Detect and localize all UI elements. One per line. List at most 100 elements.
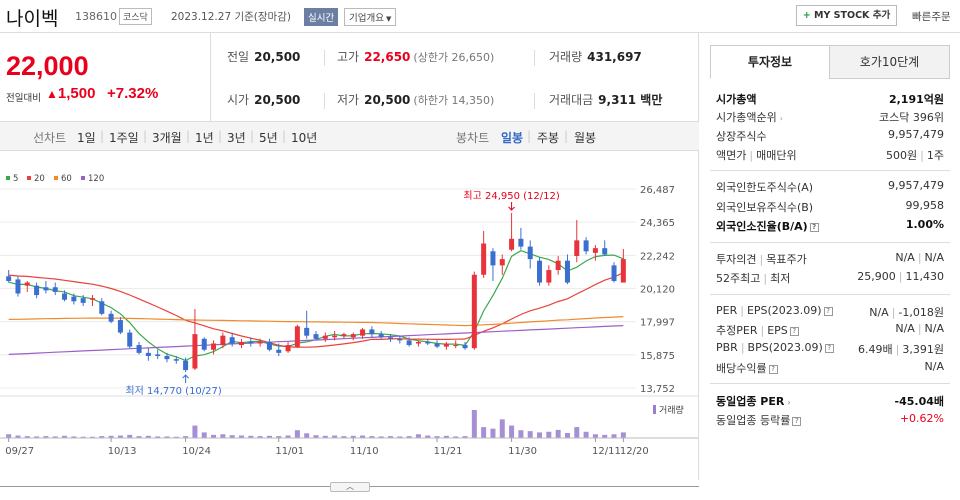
candle-body: [481, 243, 487, 275]
stat-label: 거래량: [549, 50, 583, 64]
divider: |: [759, 253, 764, 266]
candle-body: [266, 341, 272, 350]
candle-body: [509, 238, 515, 250]
candle-body: [350, 334, 356, 338]
y-tick-label: 20,120: [640, 285, 675, 296]
candle-body: [518, 238, 524, 247]
candle-body: [6, 276, 12, 281]
candle-body: [117, 320, 123, 333]
candle-body: [313, 334, 319, 339]
stat-label: 시가: [227, 93, 250, 107]
candle-body: [211, 343, 217, 350]
volume-bar: [602, 434, 608, 438]
x-tick-label: 12/20: [620, 446, 649, 457]
help-icon[interactable]: ?: [824, 344, 834, 353]
section-divider: [710, 170, 950, 171]
help-icon[interactable]: ?: [789, 327, 799, 336]
divider: |: [920, 149, 924, 162]
x-tick-label: 11/30: [508, 446, 537, 457]
value: 2,191억원: [888, 93, 944, 106]
tab-weekly[interactable]: 주봉: [537, 131, 560, 145]
row-market-cap: 시가총액 2,191억원: [716, 90, 944, 108]
x-tick-label: 09/27: [5, 446, 34, 457]
stat-high: 고가 22,650 (상한가 26,650): [337, 48, 494, 65]
tab-10y[interactable]: 10년: [291, 131, 318, 145]
section-divider: [710, 242, 950, 243]
low-annotation: 최저 14,770 (10/27): [125, 385, 221, 397]
volume-bar: [192, 425, 198, 438]
volume-bar: [425, 435, 431, 438]
row-pbr: PBR | BPS(2023.09)? 6.49배 | 3,391원: [716, 340, 944, 358]
tab-separator: |: [282, 129, 287, 143]
label: 동일업종 등락률?: [716, 412, 802, 428]
tab-3m[interactable]: 3개월: [152, 131, 182, 145]
label: 액면가 | 매매단위: [716, 147, 797, 163]
help-icon[interactable]: ?: [809, 223, 819, 232]
plus-icon: +: [802, 10, 811, 21]
candle-body: [257, 341, 263, 344]
candlestick-chart: 5 20 60 120 26,487 24,365 22,242 20,120 17,997 15…: [0, 174, 698, 457]
help-icon[interactable]: ?: [792, 417, 802, 426]
help-icon[interactable]: ?: [768, 365, 778, 374]
value: 25,900 | 11,430: [857, 270, 944, 283]
volume-bar: [127, 434, 133, 438]
legend-swatch: [27, 176, 31, 180]
tab-monthly[interactable]: 월봉: [574, 131, 597, 145]
label: 시가총액순위 ›: [716, 109, 783, 125]
help-icon[interactable]: ?: [823, 307, 833, 316]
divider: [534, 50, 535, 66]
tab-separator: |: [143, 129, 148, 143]
volume-bar: [313, 435, 319, 438]
candle-body: [415, 341, 421, 344]
chevron-right-icon[interactable]: ›: [779, 114, 783, 123]
label: 외국인보유주식수(B): [716, 201, 814, 214]
tab-order-book[interactable]: 호가10단계: [829, 45, 950, 79]
high-arrow-icon: [508, 202, 515, 211]
candle-body: [574, 240, 580, 256]
stat-value: 20,500: [254, 50, 301, 64]
value: 99,958: [905, 199, 945, 212]
label-text: 액면가: [716, 149, 747, 162]
add-my-stock-button[interactable]: + MY STOCK 추가: [796, 5, 897, 26]
volume-bar: [434, 436, 440, 438]
volume-bar: [6, 434, 12, 438]
chart-expand-button[interactable]: ︿: [330, 482, 370, 492]
stat-label: 전일: [227, 50, 250, 64]
volume-bar: [220, 434, 226, 438]
tab-5y[interactable]: 5년: [259, 131, 278, 145]
volume-bar: [304, 433, 310, 438]
divider: |: [917, 251, 922, 264]
price-chart[interactable]: 5 20 60 120 26,487 24,365 22,242 20,120 17,997 15…: [0, 151, 699, 480]
candle-body: [360, 329, 366, 336]
legend-swatch: [81, 176, 85, 180]
tab-1d[interactable]: 1일: [77, 131, 96, 145]
candle-body: [89, 298, 95, 300]
label: 외국인소진율(B/A)?: [716, 218, 819, 234]
value-text: 11,430: [905, 270, 945, 283]
value: 코스닥 396위: [879, 111, 944, 124]
tab-1w[interactable]: 1주일: [109, 131, 139, 145]
company-overview-dropdown[interactable]: 기업개요 ▼: [344, 8, 397, 26]
divider: |: [740, 341, 745, 354]
quote-date: 2023.12.27 기준(장마감): [171, 11, 291, 23]
row-foreign-ratio: 외국인소진율(B/A)? 1.00%: [716, 217, 944, 235]
candle-body: [378, 334, 384, 338]
tab-daily[interactable]: 일봉: [501, 131, 524, 145]
stat-value: 431,697: [587, 50, 642, 64]
candle-body: [453, 345, 459, 347]
realtime-button[interactable]: 실시간: [304, 8, 339, 26]
quick-order-link[interactable]: 빠른주문: [912, 11, 951, 23]
chevron-right-icon[interactable]: ›: [787, 398, 791, 407]
divider: |: [760, 324, 765, 337]
tab-1y[interactable]: 1년: [195, 131, 214, 145]
row-52w: 52주최고 | 최저 25,900 | 11,430: [716, 269, 944, 287]
label-text: 배당수익률: [716, 362, 767, 375]
candle-body: [462, 345, 468, 349]
value-text: 3,391원: [902, 343, 944, 356]
tab-investment-info[interactable]: 투자정보: [710, 45, 830, 79]
label-text: BPS(2023.09): [747, 341, 823, 354]
price-summary: 22,000 전일대비 ▲1,500 +7.32%: [0, 33, 211, 121]
price-change-value: 1,500: [57, 85, 96, 102]
tab-3y[interactable]: 3년: [227, 131, 246, 145]
label-text: 매매단위: [756, 149, 797, 162]
